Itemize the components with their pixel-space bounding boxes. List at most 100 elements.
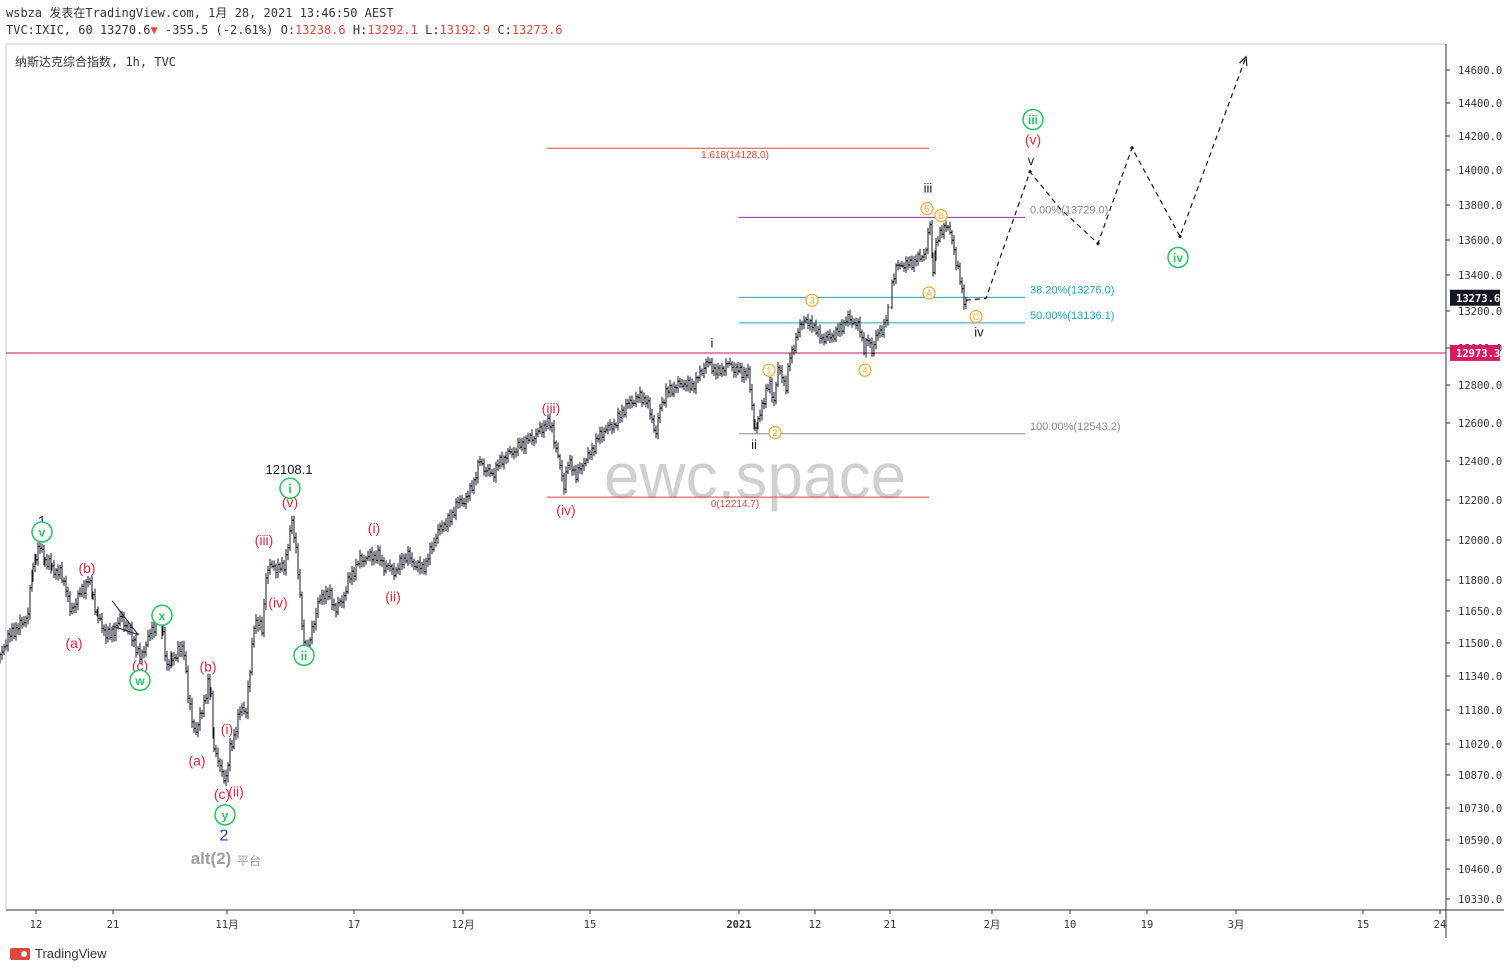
y-tick-label: 12400.0 — [1458, 456, 1502, 468]
y-tick-label: 11180.0 — [1458, 705, 1502, 717]
y-tick-label: 11340.0 — [1458, 671, 1502, 683]
wave-label: i — [288, 482, 291, 496]
y-tick-label: 12800.0 — [1458, 380, 1502, 392]
fib-retracement-label: 100.00%(12543.2) — [1030, 421, 1121, 433]
wave-circle-marker — [1022, 108, 1044, 131]
subwave-circle-marker — [762, 363, 776, 377]
tradingview-logo-icon — [10, 947, 30, 960]
wave-label: (a) — [188, 753, 205, 769]
projection-node — [1096, 241, 1100, 246]
wave-label: 2 — [220, 827, 229, 844]
price-chart[interactable]: 纳斯达克综合指数, 1h, TVC ewc.space 1.618(14128.… — [0, 0, 1510, 940]
wave-label: (ii) — [228, 784, 244, 800]
current-price-badge — [1450, 289, 1500, 306]
wave-label: A — [926, 289, 932, 299]
wave-circle-marker — [214, 804, 236, 826]
x-tick-label: 21 — [107, 919, 120, 931]
open-value: 13238.6 — [295, 23, 346, 37]
tradingview-footer[interactable]: TradingView — [10, 946, 107, 961]
y-tick-label: 12000.0 — [1458, 535, 1502, 547]
down-arrow-icon: ▼ — [150, 23, 158, 37]
wave-label: i — [711, 335, 714, 350]
projection-path — [965, 56, 1247, 301]
y-tick-label: 13200.0 — [1458, 306, 1502, 318]
wave-label: 5 — [924, 204, 929, 214]
wave-label: w — [134, 674, 145, 688]
x-tick-label: 15 — [1357, 919, 1370, 931]
chart-title: 纳斯达克综合指数, 1h, TVC — [15, 54, 176, 69]
y-tick-label: 14200.0 — [1458, 131, 1502, 143]
x-tick-label: 24 — [1434, 919, 1447, 931]
wave-label: 3 — [809, 296, 814, 306]
y-tick-label: 10330.0 — [1458, 894, 1502, 906]
triangle-pattern — [111, 600, 140, 636]
wave-label: v — [39, 526, 46, 540]
subwave-circle-marker — [768, 425, 782, 440]
wave-circle-marker — [293, 644, 315, 667]
high-value: 13292.1 — [367, 23, 418, 37]
x-tick-label: 12月 — [451, 919, 474, 931]
wave-label: iii — [1028, 113, 1038, 127]
x-tick-label: 12 — [809, 919, 822, 931]
y-tick-label: 13600.0 — [1458, 235, 1502, 247]
projection-node — [1178, 234, 1182, 239]
open-label: O: — [280, 23, 296, 37]
symbol-label: TVC:IXIC, 60 — [6, 23, 93, 37]
wave-label: (iv) — [556, 502, 575, 518]
wave-label: 2 — [772, 428, 777, 438]
wave-label: (c) — [132, 658, 148, 674]
x-tick-label: 17 — [348, 919, 361, 931]
wave-label: C — [973, 312, 980, 322]
last-price: 13270.6 — [99, 23, 151, 37]
y-tick-label: 12600.0 — [1458, 418, 1502, 430]
projection-arrow — [1239, 55, 1248, 66]
wave-label: (i) — [221, 721, 233, 737]
wave-circle-marker — [1167, 246, 1189, 269]
wave-label: alt(2) — [191, 849, 232, 868]
subwave-circle-marker — [922, 286, 936, 300]
wave-circle-marker — [279, 477, 301, 500]
y-tick-label: 11650.0 — [1458, 606, 1502, 618]
level-badge-label: 12973.3 — [1456, 348, 1500, 360]
wave-label: (c) — [214, 786, 230, 802]
wave-label: (ii) — [385, 589, 401, 605]
wave-label: (b) — [199, 659, 216, 675]
fib-retracement-label: 0.00%(13729.0) — [1030, 204, 1108, 216]
wave-label: iv — [974, 324, 984, 339]
wave-label: ii — [301, 649, 308, 663]
subwave-circle-marker — [920, 201, 934, 216]
wave-label: (b) — [78, 560, 95, 576]
level-badge — [1450, 344, 1500, 361]
fib-retracement-label: 38.20%(13276.0) — [1030, 284, 1114, 296]
wave-label: 4 — [862, 366, 867, 376]
y-tick-label: 14000.0 — [1458, 165, 1502, 177]
y-tick-label: 11020.0 — [1458, 739, 1502, 751]
low-value: 13192.9 — [439, 23, 491, 37]
wave-label: 12108.1 — [266, 462, 313, 477]
wave-label: (v) — [282, 494, 298, 510]
wave-label: y — [222, 808, 229, 822]
wave-label: (v) — [1025, 131, 1041, 147]
low-label: L: — [425, 23, 440, 37]
wave-label: 平台 — [237, 853, 261, 868]
footer-brand: TradingView — [35, 946, 107, 961]
publish-info: wsbza 发表在TradingView.com, 1月 28, 2021 13… — [6, 6, 394, 20]
ohlc-legend: TVC:IXIC, 60 13270.6▼ -355.5 (-2.61%) O:… — [6, 23, 562, 37]
y-tick-label: 13400.0 — [1458, 270, 1502, 282]
fib-extension-label: 1.618(14128.0) — [701, 150, 769, 161]
wave-label: v — [1028, 153, 1035, 168]
wave-label: (i) — [368, 520, 380, 536]
x-tick-label: 15 — [584, 919, 597, 931]
y-tick-label: 10870.0 — [1458, 770, 1502, 782]
y-tick-label: 12200.0 — [1458, 495, 1502, 507]
wave-circle-marker — [31, 521, 53, 543]
x-tick-label: 12 — [30, 919, 43, 931]
watermark: ewc.space — [604, 440, 906, 512]
high-label: H: — [352, 23, 368, 37]
subwave-circle-marker — [805, 293, 819, 307]
wave-label: (iii) — [542, 400, 561, 416]
y-tick-label: 14400.0 — [1458, 98, 1502, 110]
x-tick-label: 3月 — [1228, 919, 1245, 931]
projection-node — [1028, 170, 1032, 174]
y-tick-label: 14600.0 — [1458, 65, 1502, 77]
